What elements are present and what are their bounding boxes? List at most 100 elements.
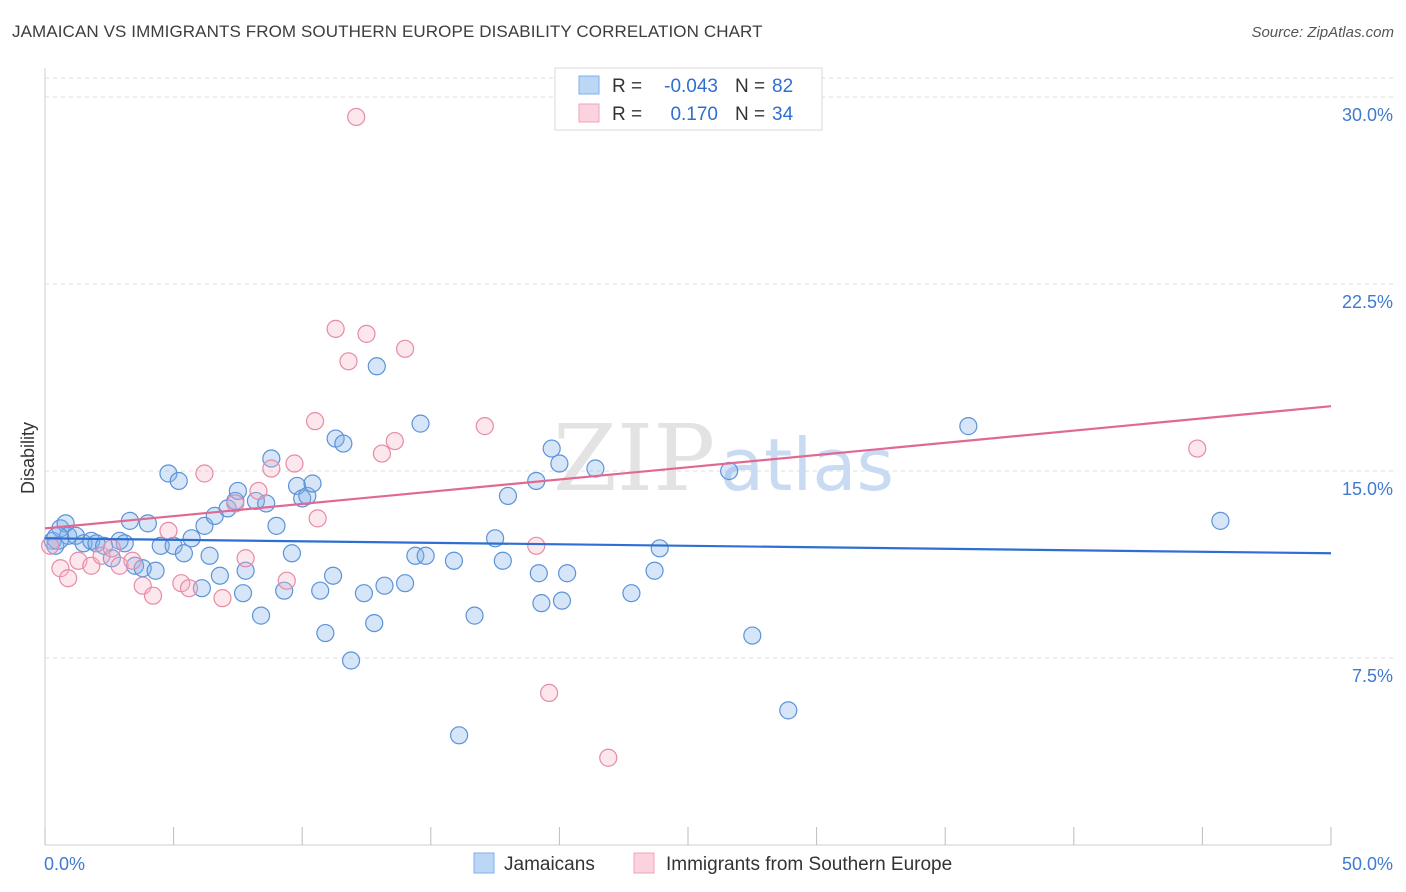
series-0-point [959, 417, 978, 436]
series-1-point [159, 521, 178, 540]
series-0-point [46, 536, 65, 555]
chart-title: JAMAICAN VS IMMIGRANTS FROM SOUTHERN EUR… [12, 22, 763, 41]
y-tick-label-1: 15.0% [1342, 479, 1393, 499]
series-0-point [645, 561, 664, 580]
series-0-point [262, 449, 281, 468]
watermark: ZIP atlas [553, 405, 894, 512]
series-0-point [650, 539, 669, 558]
series-0-point [174, 544, 193, 563]
chart-source: Source: ZipAtlas.com [1251, 24, 1394, 41]
series-0-point [558, 564, 577, 583]
series-1-point [308, 509, 327, 528]
series-1-point [347, 107, 366, 127]
series-0-point [449, 726, 469, 745]
series-0-point [267, 516, 286, 535]
series-0-point [411, 414, 430, 433]
series-1-point [249, 481, 268, 501]
series-0-point [210, 566, 229, 585]
legend-n-label-1: N = [735, 104, 765, 125]
series-0-point [720, 461, 739, 481]
series-1-point [475, 417, 494, 436]
series-0-point [416, 546, 435, 565]
watermark-atlas: atlas [720, 423, 894, 507]
trend-layer [44, 405, 1332, 555]
series-0-point [311, 581, 330, 600]
series-0-point [367, 357, 386, 376]
legend-r-label-1: R = [612, 104, 642, 125]
series-0-point [169, 471, 188, 491]
y-tick-label-3: 30.0% [1342, 105, 1393, 125]
series-0-point [532, 594, 551, 613]
series-1-point [540, 683, 559, 703]
series-1-point [179, 579, 199, 598]
legend-n-value-1: 34 [772, 104, 794, 125]
bottom-legend-swatch-southern-europe [633, 852, 655, 874]
series-1-point [339, 352, 358, 371]
series-0-point [493, 551, 512, 570]
bottom-legend-label-southern-europe: Immigrants from Southern Europe [666, 854, 952, 875]
series-0-point [303, 474, 322, 493]
series-1-point [92, 546, 111, 565]
y-axis-label: Disability [18, 422, 38, 494]
series-0-point [542, 439, 561, 458]
x-tick-label-right: 50.0% [1342, 854, 1393, 874]
series-0-point [406, 546, 425, 565]
series-0-point [444, 551, 464, 570]
series-0-point [151, 536, 170, 555]
series-1-point [213, 589, 232, 608]
series-0-point [498, 486, 518, 506]
series-1-point [236, 549, 255, 568]
series-1-point [1188, 439, 1207, 458]
series-0-point [200, 546, 219, 565]
series-0-point [146, 561, 165, 580]
series-0-point [552, 591, 572, 610]
series-0-point [334, 434, 353, 453]
series-1-point [305, 412, 325, 431]
series-1-point [41, 536, 60, 555]
legend-r-value-1: 0.170 [670, 104, 718, 125]
series-0-point [251, 606, 271, 625]
series-1-point [102, 539, 121, 558]
axes: 7.5% 15.0% 22.5% 30.0% [44, 68, 1393, 846]
y-axis-label-text: Disability [18, 422, 38, 494]
series-1-point [143, 586, 163, 605]
watermark-zip: ZIP [553, 405, 715, 512]
series-0-point [529, 564, 548, 583]
series-1-point [51, 559, 70, 578]
series-1-point [385, 431, 404, 451]
series-1-point [226, 494, 245, 513]
legend-n-label-0: N = [735, 76, 765, 97]
bottom-legend: Jamaicans Immigrants from Southern Europ… [473, 852, 952, 875]
series-0-point [1211, 511, 1230, 530]
series-0-point [323, 566, 343, 585]
y-tick-label-0: 7.5% [1352, 666, 1393, 686]
series-1-point [372, 444, 392, 463]
series-1-point [599, 748, 618, 767]
legend-box: R = -0.043 N = 82 R = 0.170 N = 34 [554, 67, 823, 131]
series-0-trendline [44, 537, 1332, 555]
series-0-point [465, 606, 484, 625]
series-0-point [316, 623, 335, 643]
series-0-point [182, 529, 201, 548]
series-1-point [395, 339, 415, 358]
series-0-point [159, 464, 178, 483]
series-0-point [622, 584, 641, 603]
series-0-point [550, 454, 569, 473]
series-1-point [277, 571, 296, 590]
series-0-point [341, 651, 361, 670]
points-layer [41, 107, 1230, 767]
series-1-point [285, 454, 304, 473]
series-0-point [365, 613, 384, 633]
y-tick-label-2: 22.5% [1342, 292, 1393, 312]
legend-r-label-0: R = [612, 76, 642, 97]
bottom-legend-swatch-jamaicans [473, 852, 495, 874]
series-0-point [233, 584, 253, 603]
series-1-point [326, 319, 345, 338]
series-1-point [527, 536, 546, 555]
x-tick-label-left: 0.0% [44, 854, 85, 874]
series-0-point [375, 576, 394, 595]
legend-swatch-southern-europe [578, 103, 600, 123]
series-0-point [236, 561, 255, 580]
series-1-point [123, 551, 142, 570]
